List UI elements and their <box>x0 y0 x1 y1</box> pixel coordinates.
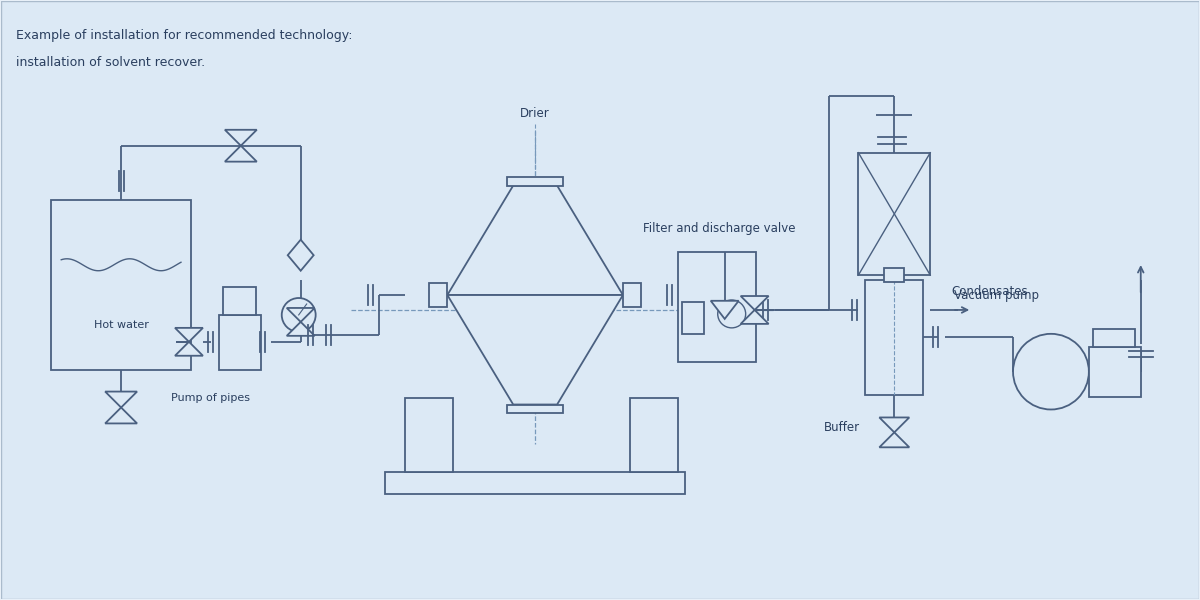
Polygon shape <box>288 239 313 271</box>
Polygon shape <box>175 342 203 356</box>
Bar <box>682 302 703 334</box>
Text: Hot water: Hot water <box>94 320 149 330</box>
Polygon shape <box>740 296 769 310</box>
Text: Drier: Drier <box>521 107 550 121</box>
Text: Example of installation for recommended technology:: Example of installation for recommended … <box>17 29 353 42</box>
Polygon shape <box>880 418 910 433</box>
Bar <box>630 398 678 472</box>
Circle shape <box>282 298 316 332</box>
Text: Pump of pipes: Pump of pipes <box>172 392 251 403</box>
Bar <box>223 287 256 315</box>
Polygon shape <box>287 308 314 322</box>
Bar <box>1088 347 1141 397</box>
Bar <box>508 404 563 413</box>
Bar <box>430 283 448 307</box>
Bar <box>385 472 685 494</box>
Circle shape <box>718 300 745 328</box>
Bar <box>623 283 641 307</box>
Bar <box>218 315 260 370</box>
Circle shape <box>1013 334 1088 409</box>
Polygon shape <box>106 392 137 407</box>
Polygon shape <box>224 146 257 161</box>
Polygon shape <box>175 328 203 342</box>
Text: Condensates: Condensates <box>952 285 1028 298</box>
Polygon shape <box>287 322 314 336</box>
Bar <box>678 252 756 362</box>
Polygon shape <box>710 301 739 319</box>
Polygon shape <box>448 185 623 295</box>
Text: Vacuum pump: Vacuum pump <box>954 289 1039 302</box>
Bar <box>52 200 191 370</box>
Bar <box>1093 329 1135 347</box>
Bar <box>865 280 923 395</box>
Polygon shape <box>448 295 623 404</box>
Polygon shape <box>224 130 257 146</box>
Text: installation of solvent recover.: installation of solvent recover. <box>17 56 205 69</box>
Bar <box>406 398 454 472</box>
Bar <box>858 152 930 275</box>
Text: Filter and discharge valve: Filter and discharge valve <box>643 222 796 235</box>
Text: Buffer: Buffer <box>823 421 859 434</box>
Bar <box>884 268 905 282</box>
Polygon shape <box>880 433 910 448</box>
Polygon shape <box>106 407 137 424</box>
Bar <box>508 176 563 185</box>
Polygon shape <box>740 310 769 324</box>
